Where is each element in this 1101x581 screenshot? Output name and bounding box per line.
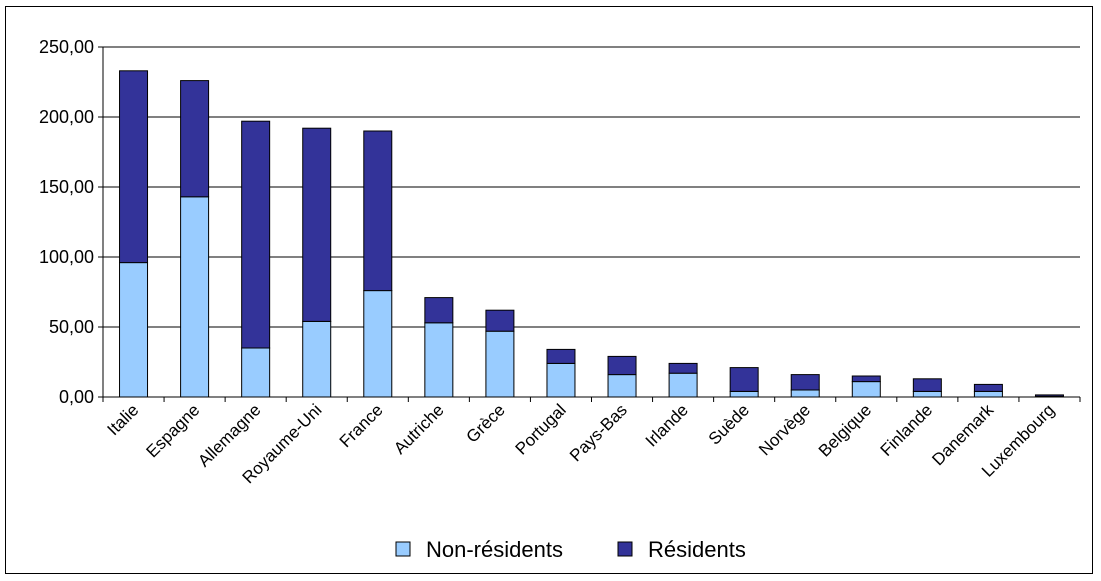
bar-non-residents (729, 390, 759, 398)
x-category-label: France (336, 400, 387, 451)
bar-residents (668, 362, 698, 374)
y-tick-label: 0,00 (59, 387, 94, 407)
bar-residents (1034, 394, 1064, 397)
bar-non-residents (302, 320, 332, 398)
bar-non-residents (241, 347, 271, 398)
bar-non-residents (546, 362, 576, 398)
bar-residents (119, 70, 149, 264)
bar-non-residents (424, 322, 454, 398)
bar-residents (241, 120, 271, 349)
bar-residents (424, 297, 454, 324)
bar-residents (363, 130, 393, 292)
bar-residents (607, 355, 637, 376)
x-category-label: Portugal (512, 400, 570, 458)
bar-residents (546, 348, 576, 364)
y-tick-label: 250,00 (39, 37, 94, 57)
bar-residents (851, 375, 881, 383)
x-category-label: Norvège (755, 400, 814, 459)
x-category-label: Belgique (815, 400, 875, 460)
legend-label-non-residents: Non-résidents (426, 537, 563, 562)
x-category-label: Finlande (877, 400, 937, 460)
x-category-label: Grèce (463, 400, 509, 446)
legend-label-residents: Résidents (648, 537, 746, 562)
bar-residents (790, 374, 820, 391)
bar-non-residents (851, 381, 881, 398)
bar-non-residents (363, 290, 393, 398)
x-category-label: Irlande (642, 400, 692, 450)
bar-residents (485, 309, 515, 332)
x-category-label: Autriche (390, 400, 448, 458)
bar-non-residents (485, 330, 515, 398)
y-tick-label: 100,00 (39, 247, 94, 267)
bar-non-residents (790, 389, 820, 398)
bar-non-residents (119, 262, 149, 398)
bar-non-residents (607, 374, 637, 398)
x-category-label: Espagne (143, 400, 204, 461)
bar-non-residents (668, 372, 698, 398)
legend-swatch-non-residents (395, 541, 411, 557)
bar-residents (302, 127, 332, 322)
x-category-label: Pays-Bas (566, 400, 631, 465)
bar-non-residents (912, 390, 942, 398)
legend-swatch-residents (617, 541, 633, 557)
bar-residents (973, 383, 1003, 392)
bar-non-residents (180, 196, 210, 398)
bar-residents (912, 378, 942, 392)
x-category-label: Suède (705, 400, 753, 448)
y-tick-label: 200,00 (39, 107, 94, 127)
bar-residents (180, 80, 210, 198)
y-tick-label: 150,00 (39, 177, 94, 197)
bar-residents (729, 367, 759, 392)
x-category-label: Italie (104, 400, 143, 439)
bar-non-residents (973, 390, 1003, 398)
y-tick-label: 50,00 (49, 317, 94, 337)
